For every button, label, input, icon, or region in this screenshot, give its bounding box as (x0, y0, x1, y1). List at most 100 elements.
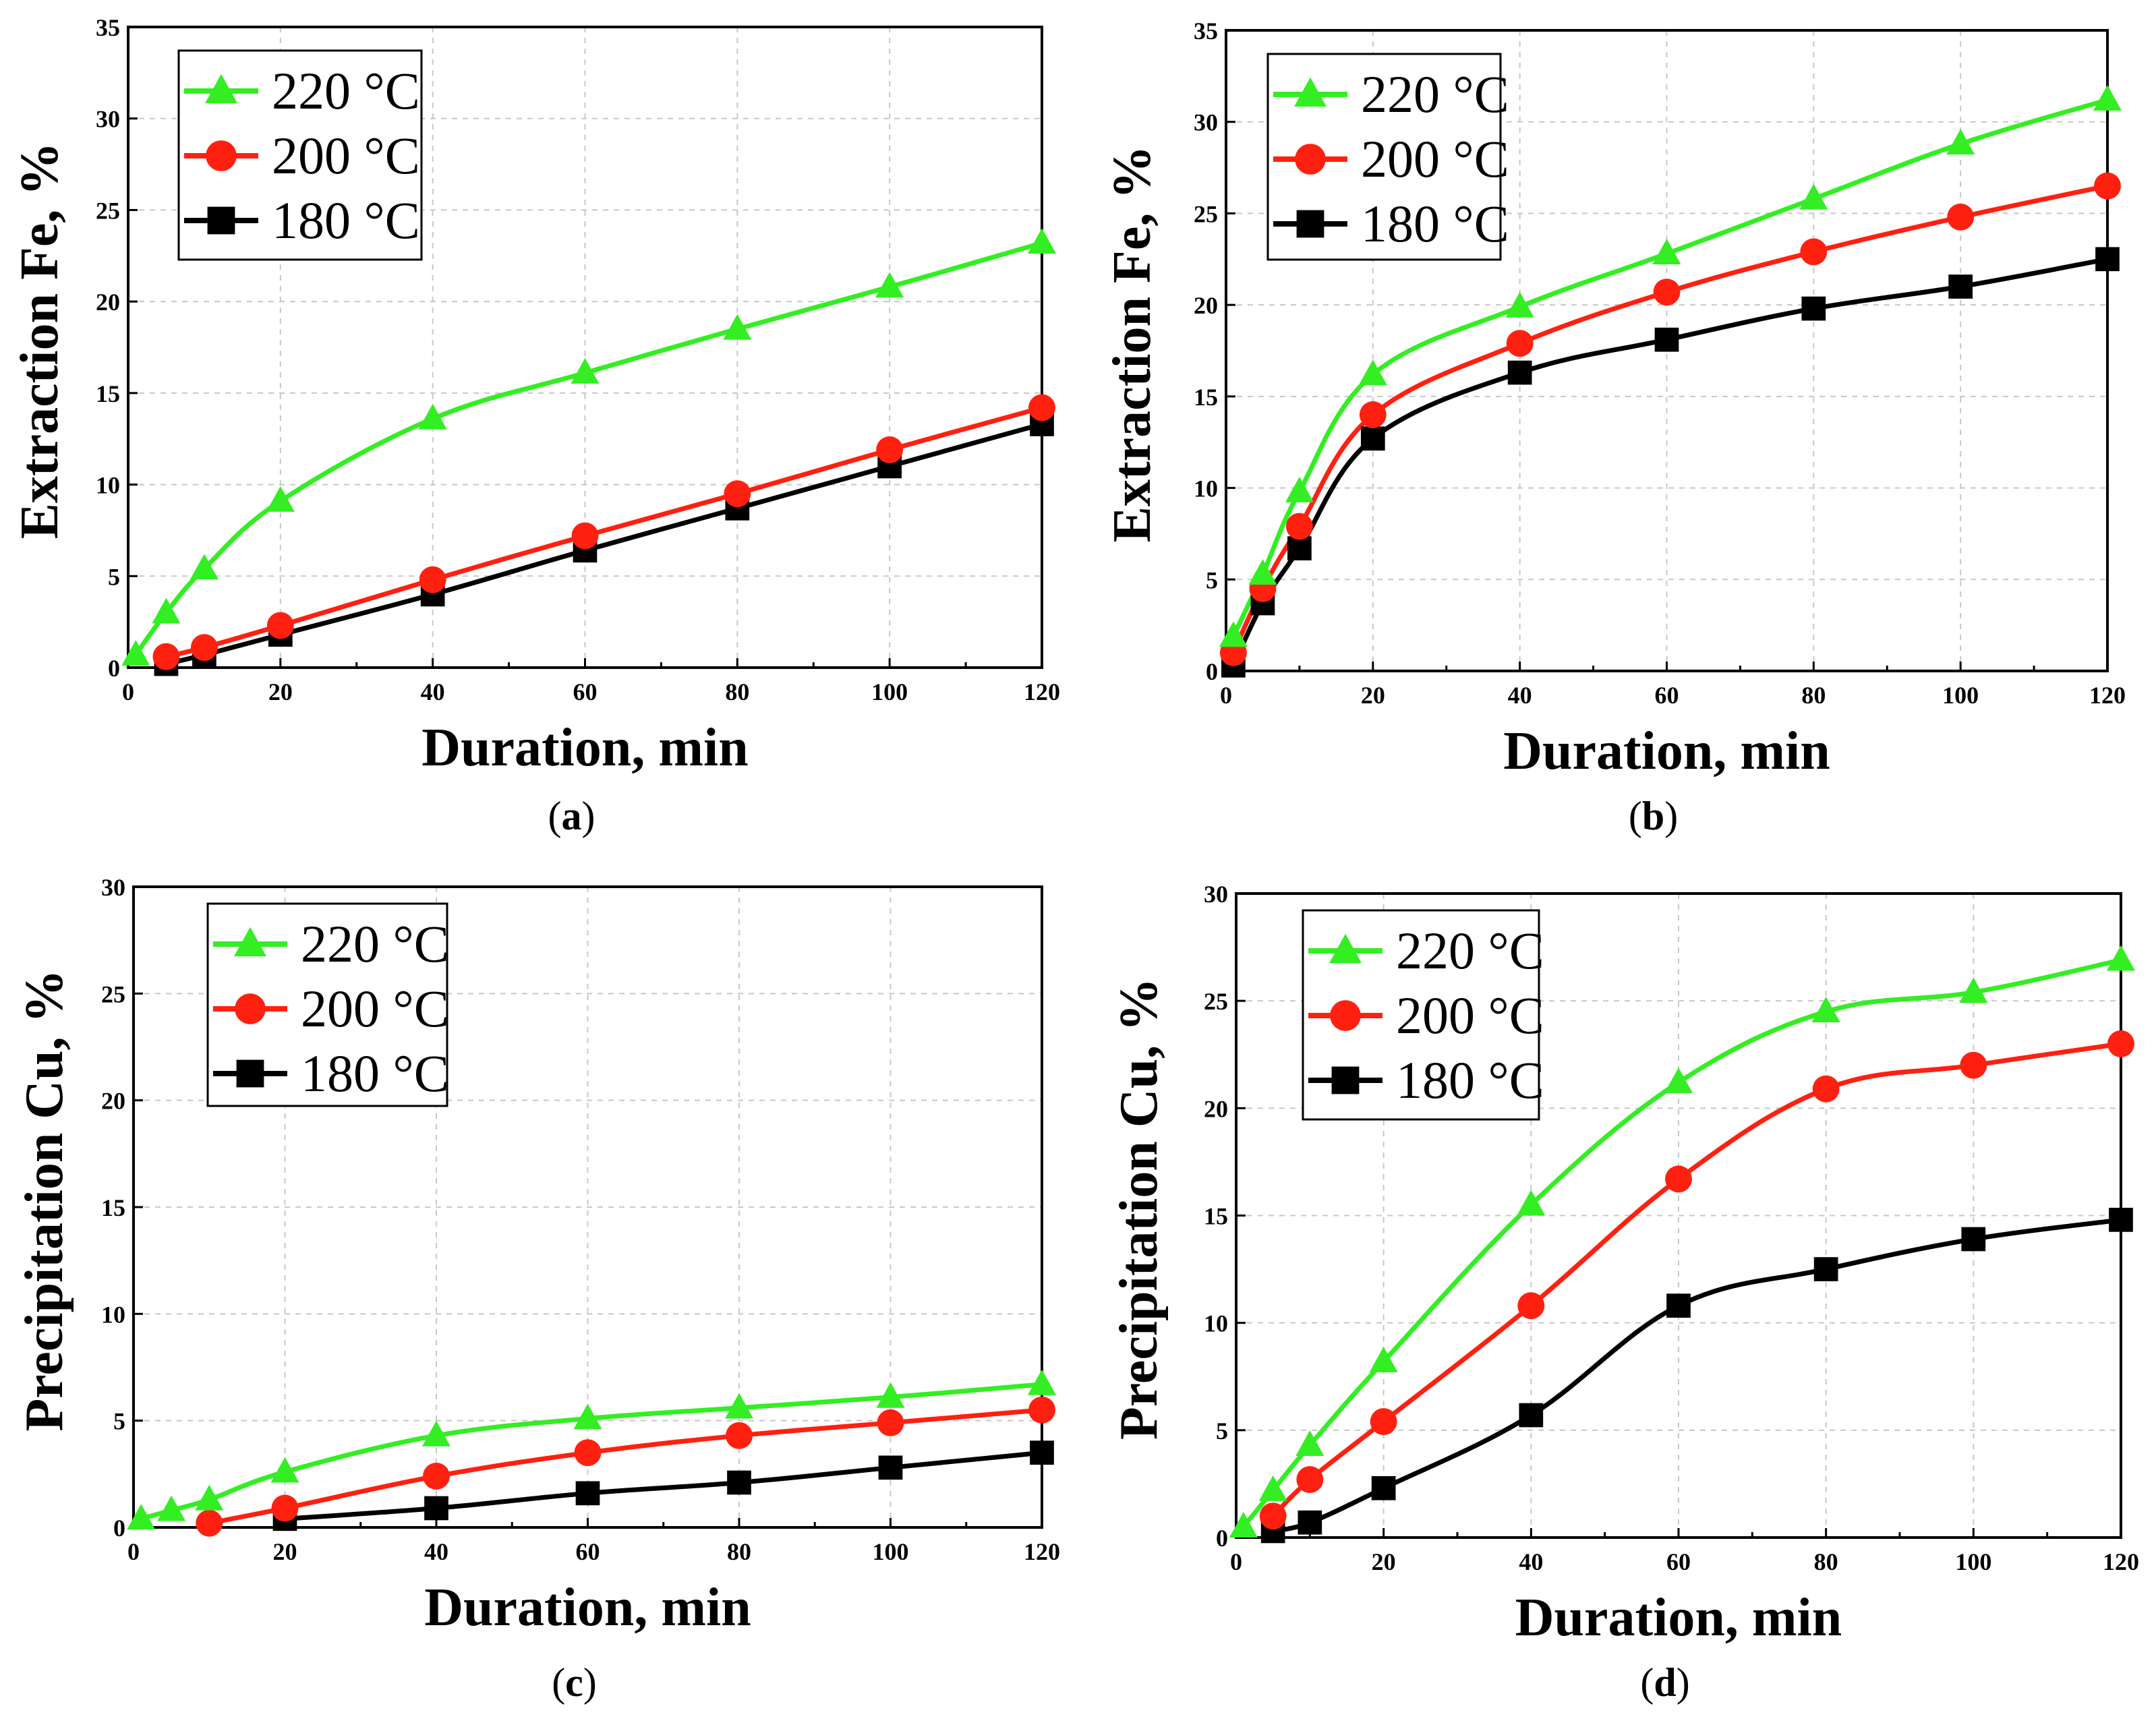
y-tick-label: 5 (108, 563, 120, 590)
data-point (1285, 513, 1313, 540)
data-point (195, 1484, 224, 1511)
data-point (875, 272, 904, 298)
series-line (1231, 256, 2108, 667)
panel-a: 0 20 40 60 80 100 120 0 5 10 15 20 25 30 35 Duration, m… (10, 14, 1060, 838)
y-tick-label: 0 (1216, 1525, 1228, 1552)
series-line (1231, 183, 2108, 654)
data-point (1030, 1440, 1054, 1465)
y-tick-label: 25 (96, 197, 120, 224)
series-line (285, 1450, 1043, 1521)
x-tick-label: 100 (873, 1538, 909, 1565)
y-tick-label: 30 (1194, 109, 1218, 136)
data-point (1960, 1051, 1987, 1079)
x-tick-label: 60 (576, 1538, 600, 1565)
x-tick-label: 0 (127, 1538, 140, 1565)
data-point (266, 612, 294, 639)
x-tick-label: 80 (725, 678, 749, 705)
data-point (1800, 238, 1828, 266)
y-axis-title: Precipitation Cu, % (1109, 978, 1169, 1440)
data-point (575, 1481, 600, 1506)
data-point (2094, 172, 2121, 200)
y-tick-label: 20 (101, 1088, 125, 1115)
x-tick-label: 20 (268, 678, 293, 705)
plot-frame (1225, 29, 2109, 672)
x-tick-label: 60 (573, 678, 598, 705)
data-point (422, 1420, 450, 1446)
data-point (1946, 129, 1975, 155)
x-tick-label: 80 (727, 1538, 751, 1565)
data-point (271, 1494, 299, 1522)
legend-marker (207, 206, 235, 235)
x-tick-label: 60 (1655, 682, 1679, 709)
legend-label: 180 °C (1361, 194, 1509, 253)
y-axis-title: Extraction Fe, % (10, 142, 69, 539)
data-point (152, 643, 180, 670)
series-line (1231, 97, 2109, 637)
panel-d: 0 20 40 60 80 100 120 0 5 10 15 20 25 30 Duration, min… (1109, 881, 2139, 1705)
data-point (1259, 1502, 1287, 1530)
legend-marker (205, 74, 237, 104)
x-tick-label: 120 (1024, 1538, 1060, 1565)
panel-c: 0 20 40 60 80 100 120 0 5 10 15 20 25 30 Duration, min… (15, 874, 1060, 1705)
y-tick-label: 25 (101, 981, 125, 1007)
y-tick-label: 15 (101, 1194, 125, 1221)
y-tick-label: 20 (1194, 292, 1218, 319)
data-point (2093, 85, 2122, 111)
data-point (573, 1403, 602, 1430)
data-point (424, 1496, 448, 1521)
y-axis-title: Precipitation Cu, % (15, 969, 74, 1431)
data-point (419, 566, 446, 593)
legend-label: 200 °C (301, 979, 449, 1038)
legend-marker (1295, 144, 1326, 175)
data-point (1812, 1075, 1840, 1103)
data-point (1258, 1475, 1287, 1501)
legend-marker (1296, 210, 1324, 238)
x-tick-label: 20 (273, 1538, 297, 1565)
x-tick-label: 0 (1220, 682, 1232, 709)
x-tick-label: 40 (1519, 1548, 1543, 1575)
y-tick-label: 30 (1204, 881, 1228, 908)
data-point (1287, 536, 1312, 560)
series-line (134, 240, 1043, 657)
data-point (1507, 360, 1532, 385)
legend: 220 °C 200 °C 180 °C (206, 902, 449, 1107)
x-tick-label: 100 (871, 678, 908, 705)
data-point (723, 314, 752, 340)
data-point (1358, 359, 1387, 386)
legend-marker (1294, 77, 1327, 107)
series-line (165, 405, 1043, 660)
x-axis-title: Duration, min (424, 1578, 751, 1637)
data-point (1028, 228, 1056, 254)
data-point (1229, 1512, 1258, 1538)
data-point (1654, 327, 1679, 352)
data-point (1517, 1292, 1545, 1320)
data-point (2095, 247, 2120, 272)
data-point (1296, 1466, 1324, 1493)
legend-label: 180 °C (1396, 1051, 1544, 1109)
series-line (1271, 1041, 2122, 1518)
x-axis-title: Duration, min (421, 718, 749, 778)
x-tick-label: 60 (1666, 1548, 1691, 1575)
data-point (1219, 621, 1248, 647)
y-tick-label: 20 (1204, 1095, 1228, 1122)
legend-marker (236, 1059, 264, 1088)
data-point (2107, 1030, 2134, 1057)
x-tick-label: 120 (1024, 678, 1060, 705)
x-tick-label: 40 (421, 678, 445, 705)
y-tick-label: 25 (1204, 988, 1228, 1015)
data-point (1028, 1396, 1055, 1424)
data-point (1948, 274, 1973, 299)
data-point (1298, 1510, 1322, 1535)
x-tick-label: 80 (1801, 682, 1826, 709)
y-tick-label: 5 (1206, 566, 1218, 593)
data-point (876, 1382, 905, 1408)
data-point (574, 1439, 602, 1467)
panel-label: (c) (552, 1660, 597, 1705)
legend-marker (1330, 1000, 1361, 1031)
x-tick-label: 40 (424, 1538, 448, 1565)
data-point (1505, 291, 1534, 318)
legend-marker (1329, 933, 1362, 964)
x-tick-label: 100 (1942, 682, 1979, 709)
legend-marker (235, 993, 266, 1024)
data-point (1666, 1293, 1691, 1318)
